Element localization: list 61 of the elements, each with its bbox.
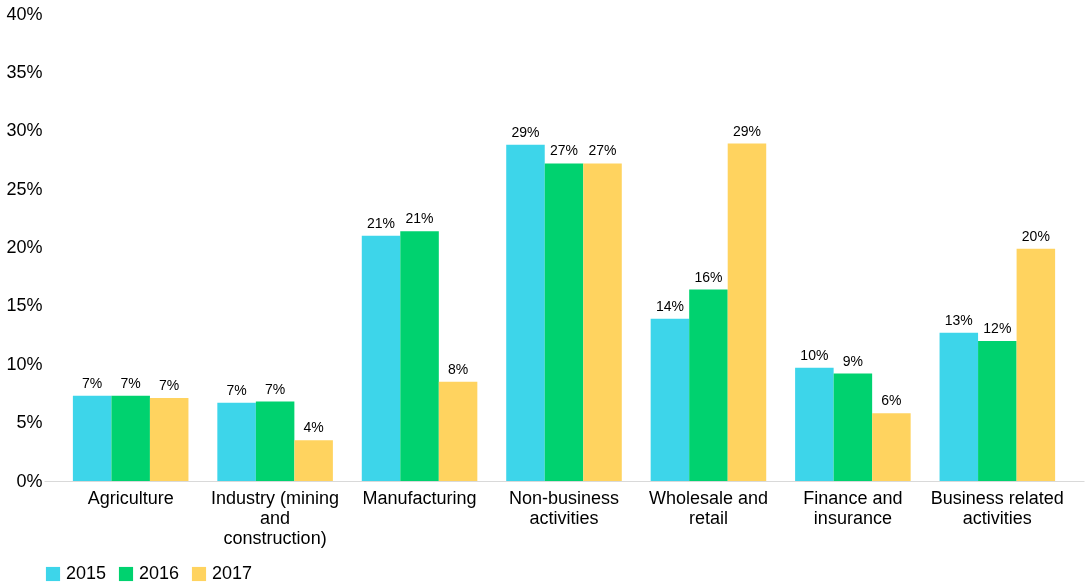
y-tick-label: 5% [16,412,43,433]
data-label: 14% [655,297,684,314]
bar [978,340,1017,481]
x-tick-label: Agriculture [87,487,174,508]
y-tick-label: 30% [6,120,43,141]
bar [255,401,295,481]
bar [583,163,622,481]
y-tick-label: 15% [6,295,43,316]
bar [111,395,150,481]
legend-label: 2017 [212,563,253,583]
bar [650,318,690,481]
x-tick-label: Business related activities [930,487,1064,528]
data-label: 27% [549,142,579,159]
bar [795,367,834,481]
bar [149,398,189,481]
y-tick-label: 40% [6,3,43,24]
y-tick-label: 10% [6,353,43,374]
y-tick-label: 25% [6,178,43,199]
data-label: 29% [511,123,540,140]
bar [544,163,584,481]
bar [1016,248,1056,481]
legend-label: 2015 [66,563,107,583]
x-tick-label: Manufacturing [362,487,477,508]
x-tick-label: Finance and insurance [803,487,903,528]
y-tick-label: 20% [6,237,43,257]
data-label: 21% [405,210,434,227]
data-label: 13% [944,311,973,328]
bar [400,231,439,481]
data-label: 10% [800,346,829,363]
data-label: 6% [881,392,902,409]
data-label: 7% [226,381,247,398]
data-label: 7% [82,374,103,391]
legend-label: 2016 [139,563,180,583]
bar [294,440,333,481]
bar [506,144,545,481]
bar [939,332,979,481]
data-label: 7% [264,380,286,397]
x-tick-label: Wholesale and retail [648,487,768,528]
data-label: 8% [447,360,469,377]
data-label: 9% [842,352,864,369]
bar [833,373,873,481]
data-label: 4% [303,419,324,436]
x-tick-label: Non-business activities [508,487,620,528]
data-label: 7% [159,377,180,394]
y-tick-label: 0% [16,470,43,491]
data-label: 27% [588,142,617,159]
data-label: 29% [732,122,761,139]
data-label: 21% [367,214,396,231]
bar [727,143,767,481]
bar [217,402,256,481]
bar [361,235,401,481]
data-label: 20% [1021,227,1050,244]
bar [72,395,112,481]
y-tick-label: 35% [6,61,43,82]
bar [438,381,478,481]
data-label: 16% [694,268,723,285]
bar [872,413,911,481]
x-tick-label: Industry (mining and construction) [211,487,340,548]
bar [689,289,728,481]
data-label: 12% [983,319,1012,336]
data-label: 7% [120,374,141,391]
